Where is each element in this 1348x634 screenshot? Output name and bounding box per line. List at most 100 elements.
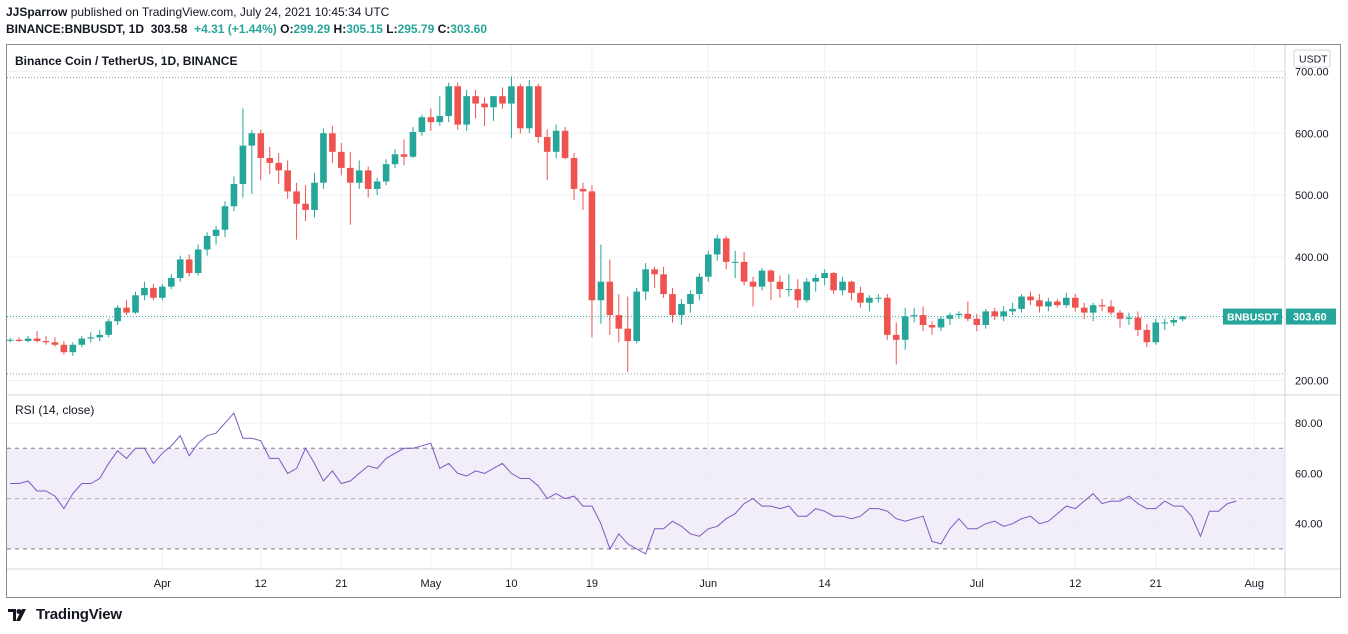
candle[interactable] bbox=[42, 336, 50, 345]
candle[interactable] bbox=[1000, 306, 1007, 322]
candle[interactable] bbox=[857, 286, 864, 308]
candle[interactable] bbox=[1179, 315, 1186, 322]
candle[interactable] bbox=[1170, 317, 1177, 327]
candle[interactable] bbox=[955, 311, 963, 319]
candle[interactable] bbox=[221, 201, 229, 238]
candle[interactable] bbox=[472, 89, 479, 119]
candle[interactable] bbox=[928, 321, 936, 335]
candle[interactable] bbox=[991, 307, 998, 321]
candle[interactable] bbox=[355, 160, 363, 189]
candle[interactable] bbox=[731, 250, 739, 278]
candle[interactable] bbox=[901, 307, 909, 350]
candle[interactable] bbox=[1107, 300, 1115, 316]
candle[interactable] bbox=[409, 127, 417, 158]
candle[interactable] bbox=[418, 114, 426, 136]
candle[interactable] bbox=[749, 276, 757, 307]
candle[interactable] bbox=[78, 336, 86, 348]
candle[interactable] bbox=[1080, 302, 1088, 319]
candle[interactable] bbox=[185, 254, 193, 277]
candle[interactable] bbox=[597, 244, 605, 324]
candle[interactable] bbox=[1071, 294, 1079, 312]
candle[interactable] bbox=[740, 252, 748, 286]
candle[interactable] bbox=[713, 234, 721, 261]
candle[interactable] bbox=[1045, 297, 1052, 312]
candle[interactable] bbox=[552, 124, 560, 158]
candle[interactable] bbox=[588, 185, 596, 338]
candle[interactable] bbox=[785, 274, 793, 297]
candle[interactable] bbox=[642, 263, 649, 301]
candle[interactable] bbox=[391, 149, 399, 168]
candle[interactable] bbox=[33, 331, 41, 343]
candle[interactable] bbox=[6, 337, 14, 343]
candle[interactable] bbox=[803, 277, 811, 303]
candle[interactable] bbox=[114, 305, 121, 325]
candle[interactable] bbox=[320, 128, 327, 189]
candle[interactable] bbox=[212, 226, 220, 245]
candle[interactable] bbox=[69, 342, 77, 356]
candle[interactable] bbox=[1009, 302, 1016, 316]
candle[interactable] bbox=[123, 300, 130, 316]
candle[interactable] bbox=[400, 139, 408, 166]
candle[interactable] bbox=[257, 129, 265, 181]
currency-box[interactable] bbox=[1293, 49, 1331, 68]
candle[interactable] bbox=[230, 176, 238, 212]
candle[interactable] bbox=[561, 127, 569, 160]
candle[interactable] bbox=[499, 87, 506, 109]
candle[interactable] bbox=[24, 336, 32, 343]
candle[interactable] bbox=[382, 159, 390, 186]
candle[interactable] bbox=[633, 287, 640, 344]
candle[interactable] bbox=[293, 182, 300, 240]
candle[interactable] bbox=[678, 299, 685, 325]
candle[interactable] bbox=[794, 279, 802, 308]
candle[interactable] bbox=[150, 284, 157, 301]
candle[interactable] bbox=[821, 269, 828, 286]
candle[interactable] bbox=[373, 177, 381, 196]
candle[interactable] bbox=[1152, 318, 1160, 345]
candle[interactable] bbox=[1116, 310, 1124, 328]
candle[interactable] bbox=[517, 83, 524, 134]
candle[interactable] bbox=[1125, 312, 1133, 325]
candle[interactable] bbox=[96, 329, 103, 342]
candle[interactable] bbox=[87, 332, 95, 343]
candle[interactable] bbox=[159, 284, 166, 301]
candle[interactable] bbox=[606, 259, 614, 335]
candle[interactable] bbox=[1098, 299, 1106, 312]
candle[interactable] bbox=[660, 266, 667, 298]
candle[interactable] bbox=[105, 318, 112, 338]
candle[interactable] bbox=[445, 82, 453, 123]
candle[interactable] bbox=[543, 129, 551, 181]
candle[interactable] bbox=[436, 96, 444, 126]
candle[interactable] bbox=[722, 235, 730, 270]
candle[interactable] bbox=[875, 294, 882, 303]
candle[interactable] bbox=[508, 76, 515, 139]
candle[interactable] bbox=[239, 108, 247, 198]
candle[interactable] bbox=[1161, 318, 1169, 330]
candle[interactable] bbox=[463, 89, 470, 131]
candle[interactable] bbox=[275, 153, 282, 184]
candle[interactable] bbox=[311, 172, 318, 218]
candle[interactable] bbox=[615, 294, 623, 343]
candle[interactable] bbox=[973, 313, 981, 332]
candle[interactable] bbox=[1054, 299, 1061, 308]
candle[interactable] bbox=[1036, 294, 1043, 313]
candle[interactable] bbox=[60, 341, 68, 355]
candle[interactable] bbox=[651, 266, 658, 288]
candle[interactable] bbox=[1134, 311, 1142, 337]
candle[interactable] bbox=[579, 182, 587, 210]
candle[interactable] bbox=[1018, 294, 1025, 313]
candle[interactable] bbox=[481, 97, 488, 126]
candle[interactable] bbox=[248, 130, 256, 194]
candle[interactable] bbox=[830, 271, 837, 295]
rsi-line[interactable] bbox=[10, 412, 1237, 555]
candle[interactable] bbox=[767, 269, 775, 301]
candle[interactable] bbox=[1143, 323, 1151, 348]
candle[interactable] bbox=[982, 308, 990, 329]
candle[interactable] bbox=[141, 281, 148, 301]
candle[interactable] bbox=[964, 301, 972, 322]
candle[interactable] bbox=[526, 80, 533, 134]
candle[interactable] bbox=[812, 274, 819, 292]
candle[interactable] bbox=[1089, 302, 1097, 322]
candle[interactable] bbox=[51, 337, 59, 347]
candle[interactable] bbox=[866, 295, 873, 312]
candle[interactable] bbox=[937, 316, 945, 332]
